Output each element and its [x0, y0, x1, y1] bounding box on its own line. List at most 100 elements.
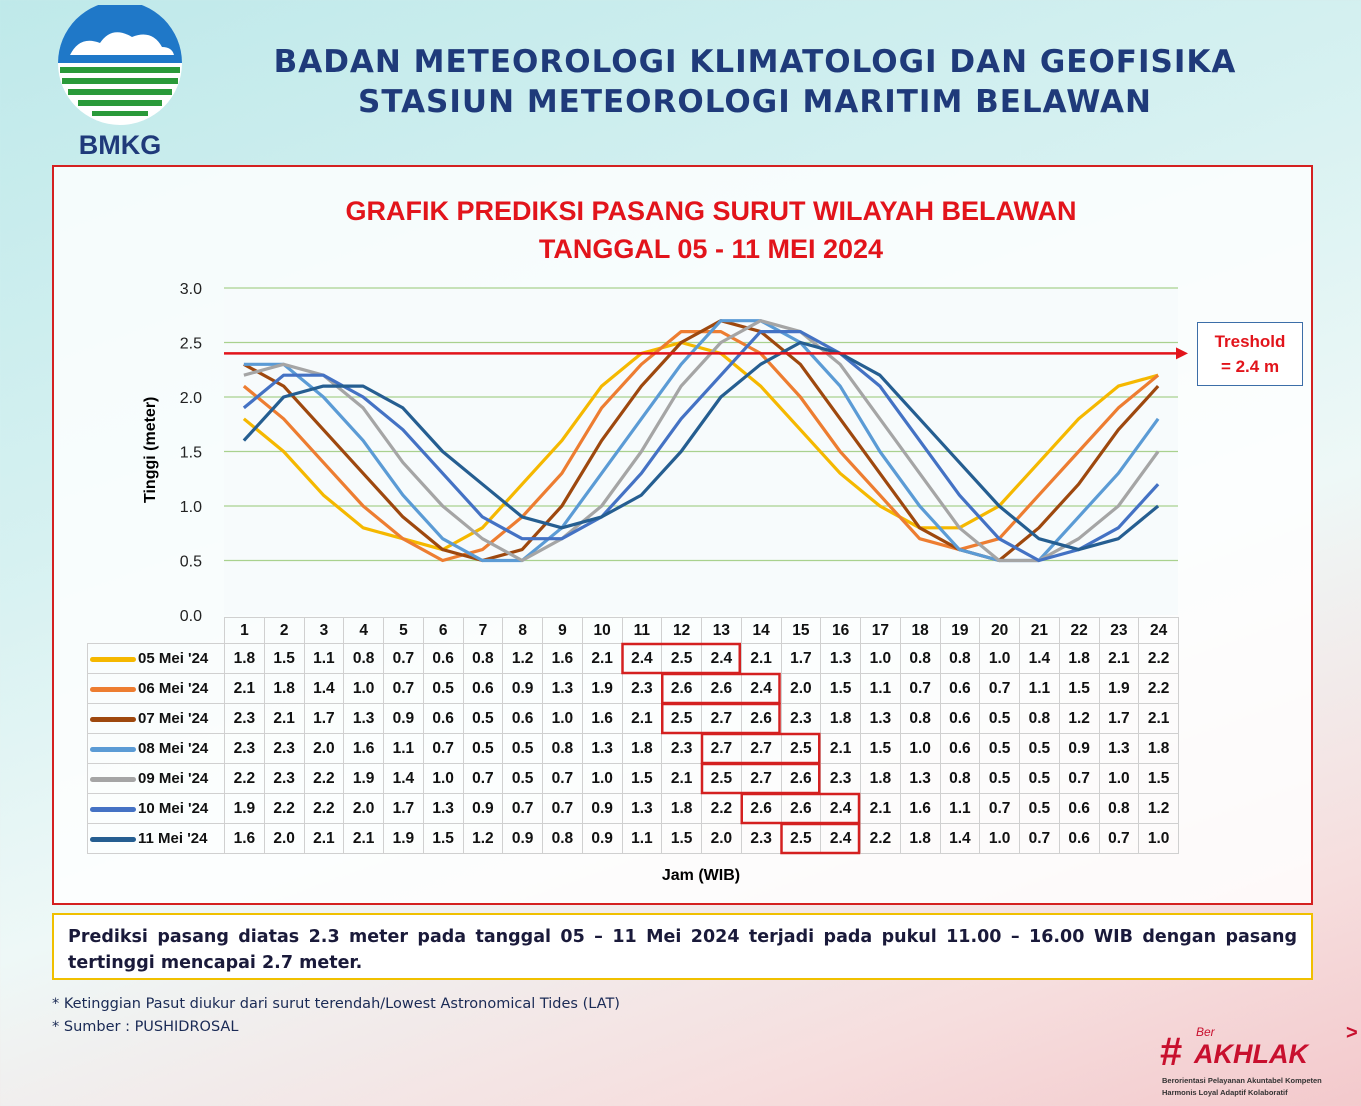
series-name: 05 Mei '24 [138, 650, 209, 667]
value-cell: 0.8 [462, 643, 504, 674]
value-cell: 1.1 [383, 733, 424, 764]
y-axis-label: Tinggi (meter) [142, 396, 159, 504]
table-row: 06 Mei '24 2.1 1.8 1.4 1.0 0.7 0.5 0.6 0.9 1.3 1.9… [87, 673, 1179, 704]
value-cell: 2.1 [224, 673, 265, 704]
value-cell: 2.4 [820, 793, 861, 824]
value-cell: 0.7 [979, 793, 1020, 824]
value-cell: 2.6 [661, 673, 702, 704]
value-cell: 0.6 [422, 643, 464, 674]
logo-text: BMKG [79, 130, 162, 160]
value-cell: 1.5 [820, 673, 861, 704]
value-cell: 0.9 [581, 823, 623, 854]
value-cell: 1.5 [860, 733, 901, 764]
value-cell: 1.0 [422, 763, 464, 794]
value-cell: 2.7 [740, 763, 782, 794]
value-cell: 1.8 [860, 763, 901, 794]
value-cell: 2.1 [1098, 643, 1140, 674]
value-cell: 1.5 [1138, 763, 1179, 794]
hour-header: 3 [303, 617, 345, 644]
table-header-row: 1 2 3 4 5 6 7 8 9 10 11 12 13 14 15 16 17 18 19 20 21 22 23 24 [88, 617, 1179, 644]
value-cell: 1.3 [820, 643, 861, 674]
value-cell: 1.5 [263, 643, 305, 674]
value-cell: 2.5 [661, 643, 702, 674]
y-tick-label: 3.0 [180, 281, 202, 298]
hour-header: 7 [462, 617, 504, 644]
value-cell: 1.6 [343, 733, 384, 764]
value-cell: 0.5 [1019, 763, 1060, 794]
table-row: 11 Mei '24 1.6 2.0 2.1 2.1 1.9 1.5 1.2 0.9 0.8 0.9… [87, 823, 1179, 854]
value-cell: 0.6 [1058, 823, 1100, 854]
value-cell: 2.3 [263, 763, 305, 794]
value-cell: 2.6 [701, 673, 742, 704]
value-cell: 2.0 [263, 823, 305, 854]
y-tick-label: 1.0 [180, 499, 202, 516]
value-cell: 1.4 [383, 763, 424, 794]
series-name: 09 Mei '24 [138, 770, 209, 787]
legend-entry: 11 Mei '24 [87, 823, 225, 854]
value-cell: 2.1 [661, 763, 702, 794]
value-cell: 1.1 [621, 823, 663, 854]
series-line-07-mei [243, 319, 1160, 563]
value-cell: 1.9 [383, 823, 424, 854]
value-cell: 0.6 [939, 703, 981, 734]
value-cell: 1.3 [860, 703, 901, 734]
y-tick-label: 0.0 [180, 608, 202, 625]
value-cell: 1.0 [581, 763, 623, 794]
value-cell: 1.4 [1019, 643, 1060, 674]
value-cell: 1.1 [1019, 673, 1060, 704]
summary-text: Prediksi pasang diatas 2.3 meter pada ta… [52, 913, 1313, 980]
hour-header: 15 [780, 617, 822, 644]
value-cell: 0.5 [979, 733, 1020, 764]
value-cell: 0.7 [462, 763, 504, 794]
value-cell: 1.8 [820, 703, 861, 734]
value-cell: 1.5 [1058, 673, 1100, 704]
akhlak-line1: Berorientasi Pelayanan Akuntabel Kompete… [1162, 1076, 1322, 1085]
value-cell: 2.3 [263, 733, 305, 764]
value-cell: 2.2 [224, 763, 265, 794]
value-cell: 0.8 [1098, 793, 1140, 824]
value-cell: 2.4 [701, 643, 742, 674]
value-cell: 2.2 [1138, 673, 1179, 704]
value-cell: 1.0 [542, 703, 583, 734]
legend-swatch [90, 806, 136, 812]
hour-header: 13 [701, 617, 742, 644]
series-line-09-mei [243, 319, 1160, 563]
value-cell: 1.0 [979, 643, 1020, 674]
value-cell: 1.3 [1098, 733, 1140, 764]
value-cell: 0.8 [939, 643, 981, 674]
legend-entry: 10 Mei '24 [87, 793, 225, 824]
akhlak-prefix: Ber [1196, 1025, 1215, 1039]
value-cell: 2.1 [581, 643, 623, 674]
series-name: 08 Mei '24 [138, 740, 209, 757]
legend-swatch [90, 836, 136, 842]
value-cell: 1.0 [860, 643, 901, 674]
hour-header: 23 [1098, 617, 1140, 644]
value-cell: 0.5 [1019, 793, 1060, 824]
data-table: 1 2 3 4 5 6 7 8 9 10 11 12 13 14 15 16 17 18 19 20 21 22 23 24 0… [87, 617, 1179, 854]
hour-header: 11 [621, 617, 663, 644]
value-cell: 2.3 [740, 823, 782, 854]
value-cell: 2.1 [1138, 703, 1179, 734]
value-cell: 0.7 [542, 763, 583, 794]
value-cell: 1.8 [1058, 643, 1100, 674]
value-cell: 2.0 [780, 673, 822, 704]
series-name: 10 Mei '24 [138, 800, 209, 817]
hour-header: 8 [502, 617, 543, 644]
value-cell: 0.8 [1019, 703, 1060, 734]
series-name: 06 Mei '24 [138, 680, 209, 697]
value-cell: 2.3 [224, 703, 265, 734]
value-cell: 0.9 [502, 673, 543, 704]
series-name: 07 Mei '24 [138, 710, 209, 727]
value-cell: 0.5 [462, 703, 504, 734]
value-cell: 2.3 [820, 763, 861, 794]
value-cell: 1.6 [899, 793, 941, 824]
value-cell: 2.1 [860, 793, 901, 824]
value-cell: 0.9 [581, 793, 623, 824]
value-cell: 0.5 [502, 763, 543, 794]
x-axis-label: Jam (WIB) [661, 867, 741, 884]
value-cell: 2.5 [661, 703, 702, 734]
value-cell: 2.6 [780, 763, 822, 794]
value-cell: 1.2 [462, 823, 504, 854]
value-cell: 2.5 [780, 823, 822, 854]
